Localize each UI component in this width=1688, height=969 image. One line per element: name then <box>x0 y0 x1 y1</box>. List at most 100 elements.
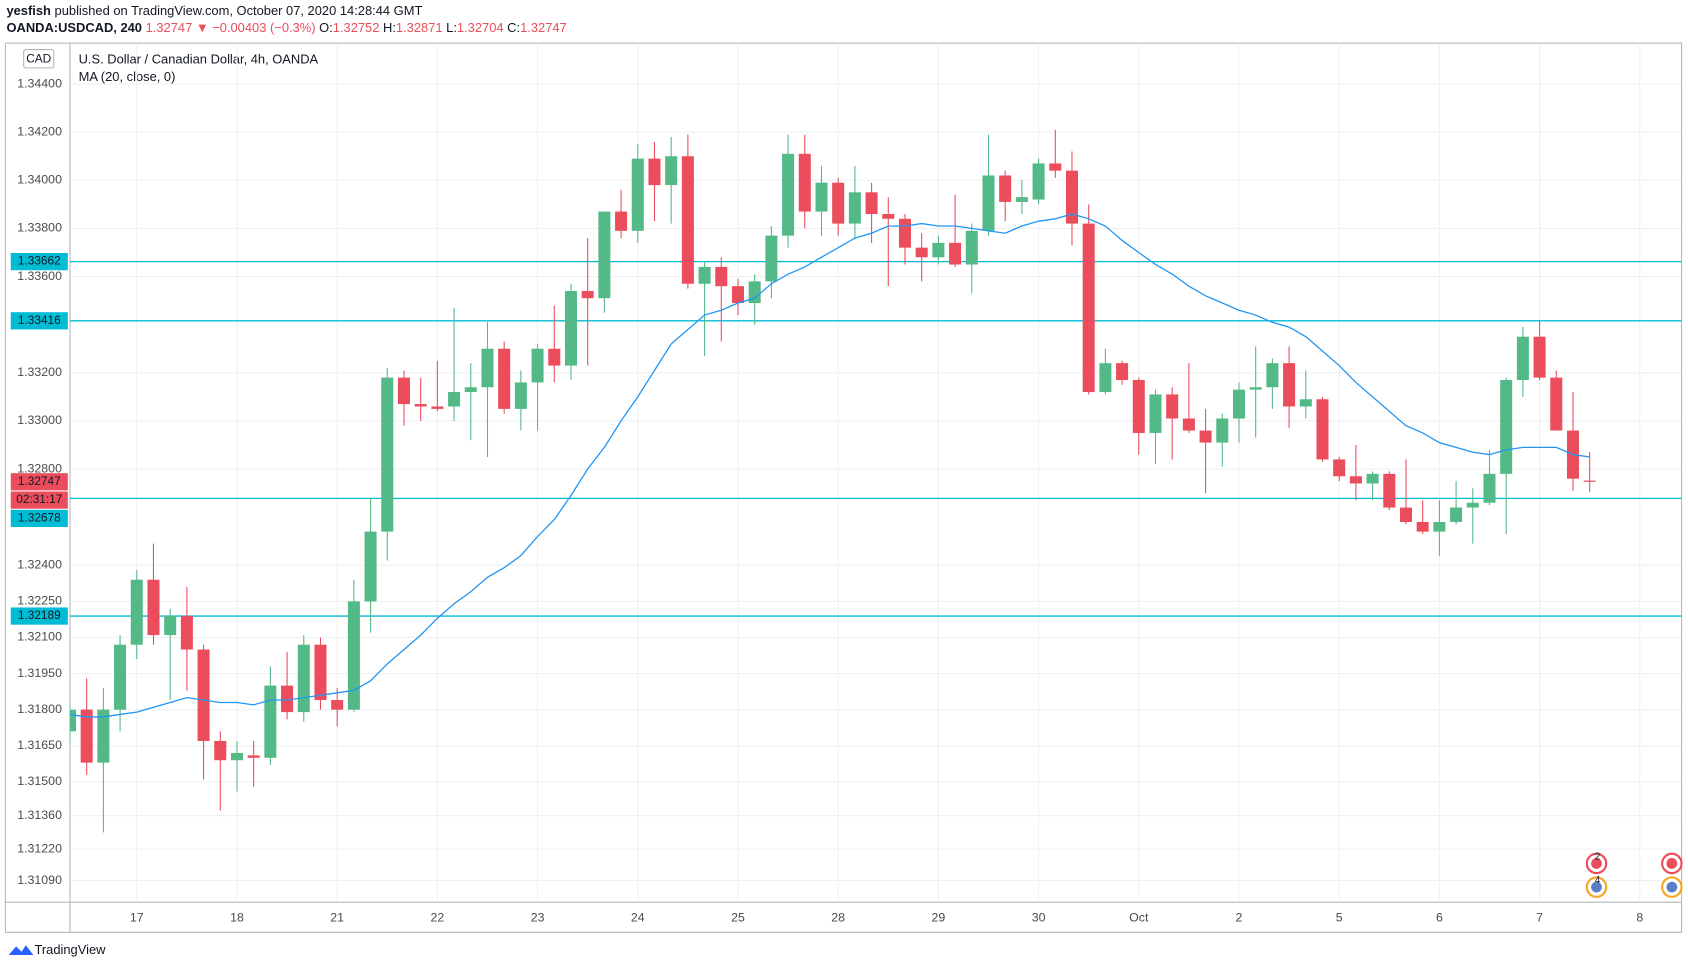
candle-body <box>1232 389 1245 419</box>
candle-body <box>1283 363 1296 407</box>
y-tick-label: 1.31950 <box>17 666 62 680</box>
level-label: 1.33662 <box>18 254 61 268</box>
candle-body <box>397 377 410 405</box>
x-tick-label: 6 <box>1436 911 1443 925</box>
candle-body <box>531 348 544 383</box>
x-tick-label: 8 <box>1636 911 1643 925</box>
candle-body <box>765 235 778 282</box>
candle-body <box>898 218 911 248</box>
x-tick-label: 23 <box>531 911 545 925</box>
candle-body <box>1116 363 1129 381</box>
countdown-label: 02:31:17 <box>16 492 62 506</box>
event-count: 4 <box>1595 875 1601 886</box>
candle-body <box>69 709 76 732</box>
candle-body <box>865 192 878 214</box>
currency: CAD <box>26 51 51 65</box>
y-tick-label: 1.31500 <box>17 774 62 788</box>
x-tick-label: 29 <box>932 911 946 925</box>
candle-body <box>548 348 561 366</box>
candle-body <box>798 153 811 212</box>
moving-average <box>69 213 1590 718</box>
x-tick-label: 5 <box>1336 911 1343 925</box>
candle-body <box>214 740 227 761</box>
candle-body <box>1399 507 1413 522</box>
candle-body <box>731 286 744 304</box>
event-flag <box>1666 881 1678 893</box>
candle-body <box>180 615 193 650</box>
candle-body <box>381 377 394 532</box>
candle-body <box>264 685 277 758</box>
candle-body <box>1166 394 1179 419</box>
candle-body <box>1149 394 1162 433</box>
last-price-box <box>10 473 68 491</box>
level-box <box>10 607 68 625</box>
candle-body <box>615 211 628 231</box>
y-tick-label: 1.32400 <box>17 558 62 572</box>
candle-body <box>648 158 661 186</box>
candle-body <box>564 290 577 366</box>
x-tick-label: 2 <box>1236 911 1243 925</box>
last-price-label: 1.32747 <box>18 474 61 488</box>
candle-body <box>314 644 327 701</box>
candle-body <box>331 700 344 710</box>
candle-body <box>1533 336 1546 378</box>
x-tick-label: Oct <box>1129 911 1149 925</box>
candle-body <box>999 175 1012 202</box>
candle-body <box>1550 377 1563 431</box>
candle-body <box>1583 480 1596 482</box>
x-tick-label: 18 <box>230 911 244 925</box>
y-tick-label: 1.33600 <box>17 269 62 283</box>
level-label: 1.32189 <box>18 608 61 622</box>
candle-body <box>815 182 828 212</box>
logo <box>8 945 34 955</box>
candle-body <box>1199 430 1212 443</box>
x-tick-label: 25 <box>731 911 745 925</box>
candle-body <box>1416 521 1429 532</box>
candle-body <box>1082 223 1095 393</box>
x-tick-label: 21 <box>330 911 344 925</box>
ohlc-value: 1.32704 <box>457 21 504 36</box>
indicator-legend: MA (20, close, 0) <box>79 69 176 84</box>
y-tick-label: 1.31360 <box>17 808 62 822</box>
candle-body <box>748 281 761 304</box>
candle-body <box>364 531 377 602</box>
candle-body <box>1466 502 1479 508</box>
candle-body <box>514 382 527 409</box>
x-tick-label: 24 <box>631 911 645 925</box>
axes: 1.34400 1.34200 1.34000 1.33800 1.33600 1.332… <box>10 76 1643 925</box>
x-tick-label: 7 <box>1536 911 1543 925</box>
x-tick-label: 28 <box>831 911 845 925</box>
candle-body <box>1132 380 1145 433</box>
candle-body <box>932 242 945 258</box>
candle-body <box>281 685 294 713</box>
candle-body <box>1316 399 1329 460</box>
ohlc-key: C: <box>507 21 520 36</box>
y-tick-label: 1.34000 <box>17 173 62 187</box>
currency-box <box>23 49 55 69</box>
y-tick-label: 1.31220 <box>17 842 62 856</box>
candle-body <box>982 175 995 231</box>
ohlc-value: 1.32871 <box>396 21 443 36</box>
level-box <box>10 509 68 528</box>
symbol: OANDA:USDCAD, 240 <box>6 21 142 36</box>
candle-body <box>1516 336 1529 381</box>
publish-line: yesfish published on TradingView.com, Oc… <box>6 3 422 18</box>
candle-body <box>1483 473 1496 503</box>
y-tick-label: 1.32100 <box>17 630 62 644</box>
ohlc-key: O: <box>319 21 333 36</box>
candle-body <box>1099 363 1112 393</box>
last: 1.32747 <box>146 21 193 36</box>
candle-body <box>347 601 360 710</box>
footer: TradingView <box>34 942 106 957</box>
candle-body <box>1433 521 1446 532</box>
candle-body <box>1249 387 1262 390</box>
level-box <box>10 253 68 271</box>
candle-body <box>97 709 110 763</box>
chart-frame <box>4 42 1683 933</box>
ohlc-key: H: <box>383 21 396 36</box>
candle-body <box>230 752 243 761</box>
y-tick-label: 1.31800 <box>17 702 62 716</box>
y-tick-label: 1.34400 <box>17 76 62 90</box>
candle-body <box>882 213 895 219</box>
